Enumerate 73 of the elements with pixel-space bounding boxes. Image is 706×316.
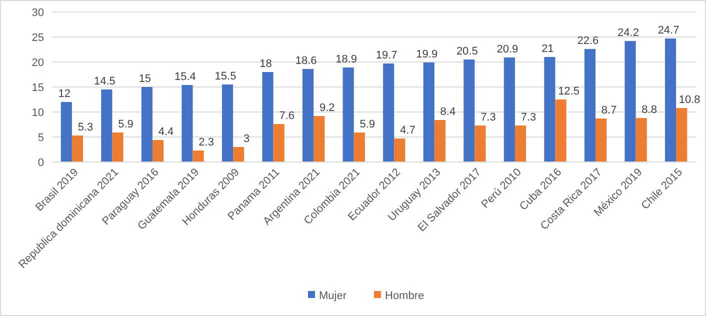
bar [112, 132, 124, 162]
y-tick-label: 5 [38, 132, 44, 144]
data-label: 22.6 [577, 35, 599, 47]
bar [464, 60, 475, 162]
bar [222, 84, 234, 162]
data-label: 7.6 [279, 110, 294, 122]
bar [383, 64, 394, 162]
y-tick-label: 25 [32, 32, 44, 44]
bar [354, 132, 365, 162]
bar [192, 150, 204, 162]
y-tick-label: 0 [38, 156, 44, 169]
bar [423, 62, 434, 162]
bar [233, 147, 244, 162]
data-label: 8.7 [601, 104, 617, 116]
legend-label: Hombre [385, 290, 424, 302]
bar [342, 68, 354, 162]
bar [72, 136, 84, 162]
y-tick-label: 10 [32, 106, 44, 119]
bar [474, 126, 486, 162]
data-label: 19.9 [416, 48, 438, 60]
data-label: 8.4 [440, 106, 456, 118]
data-label: 5.9 [118, 118, 134, 130]
data-label: 15.5 [214, 70, 236, 82]
data-label: 15.4 [174, 71, 196, 83]
bar [636, 118, 647, 162]
data-label: 18.9 [336, 54, 358, 66]
bar [182, 85, 193, 162]
y-tick-label: 15 [32, 82, 44, 94]
bar [394, 138, 406, 162]
bar [314, 116, 325, 162]
data-label: 12 [58, 88, 71, 100]
data-label: 12.5 [558, 86, 580, 98]
y-tick-label: 30 [32, 6, 44, 19]
bar [596, 118, 607, 162]
bar [676, 108, 688, 162]
data-label: 8.8 [642, 104, 657, 116]
data-label: 7.3 [480, 112, 496, 124]
bar [555, 100, 566, 162]
data-label: 24.2 [618, 27, 639, 39]
data-label: 2.3 [198, 136, 214, 148]
legend-label: Mujer [319, 290, 347, 302]
bar [664, 38, 676, 162]
bar [544, 57, 556, 162]
data-label: 9.2 [319, 102, 335, 114]
data-label: 21 [542, 43, 554, 55]
bar [624, 41, 636, 162]
bar [262, 72, 274, 162]
data-label: 20.5 [456, 46, 478, 58]
data-label: 7.3 [520, 112, 536, 124]
data-label: 10.8 [678, 94, 700, 106]
bar [434, 120, 446, 162]
y-tick-label: 20 [32, 56, 44, 69]
bar [273, 124, 284, 162]
bar [514, 126, 526, 162]
data-label: 14.5 [94, 76, 116, 88]
data-label: 24.7 [658, 24, 680, 36]
data-label: 3 [244, 133, 250, 145]
bar [152, 140, 164, 162]
bar [101, 90, 112, 162]
data-label: 19.7 [376, 50, 398, 62]
bar [504, 58, 515, 162]
data-label: 15 [138, 73, 152, 85]
data-label: 5.9 [360, 118, 376, 130]
bar [60, 102, 72, 162]
data-label: 18 [260, 58, 272, 70]
data-label: 5.3 [78, 122, 94, 134]
bar [302, 69, 314, 162]
bar [584, 49, 596, 162]
bar [141, 87, 152, 162]
data-label: 20.9 [496, 44, 518, 56]
data-label: 18.6 [295, 55, 317, 67]
data-label: 4.7 [400, 124, 416, 136]
data-label: 4.4 [158, 126, 174, 138]
